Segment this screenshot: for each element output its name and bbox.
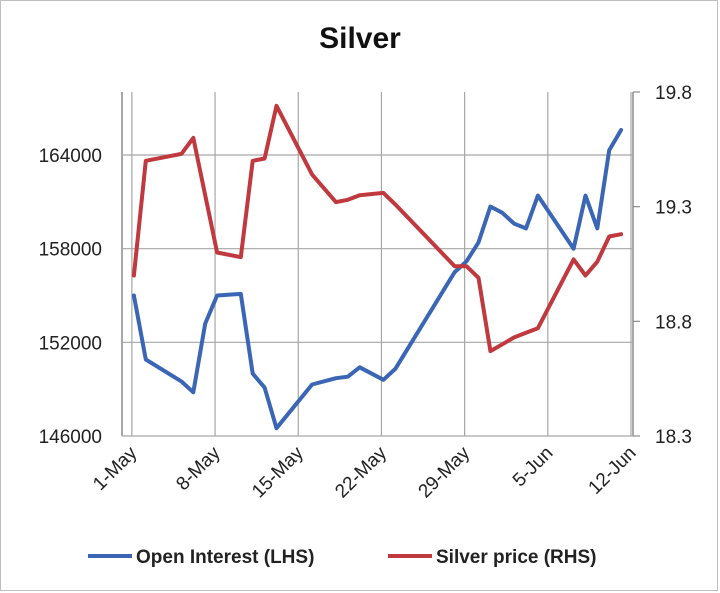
series-line-silver-price [131,103,624,354]
y-left-tick-label: 152000 [39,333,102,354]
x-tick-label: 1-May [89,442,142,495]
series-lines [131,103,624,431]
chart-title: Silver [319,22,401,55]
gridlines [121,92,634,437]
y-right-tick-label: 18.3 [655,427,692,448]
y-left-tick-label: 146000 [39,427,102,448]
y-left-tick-label: 164000 [39,146,102,167]
legend-label: Open Interest (LHS) [136,547,314,568]
y-left-tick-label: 158000 [39,240,102,261]
x-tick-label: 22-May [331,442,391,502]
x-tick-label: 12-Jun [585,443,641,499]
y-right-tick-label: 18.8 [655,312,692,333]
y-right-tick-label: 19.3 [655,198,692,219]
y-axis-left: 146000 152000 158000 164000 [39,146,102,448]
x-axis: 1-May 8-May 15-May 22-May 29-May 5-Jun 12-Jun [89,442,640,502]
legend: Open Interest (LHS) Silver price (RHS) [88,547,597,568]
x-tick-label: 15-May [248,442,308,502]
legend-label: Silver price (RHS) [436,547,597,568]
x-tick-label: 5-Jun [509,443,557,491]
y-axis-right: 18.3 18.8 19.3 19.8 [633,83,692,448]
series-line-open-interest [131,128,624,431]
x-tick-label: 29-May [415,442,475,502]
x-tick-label: 8-May [172,442,225,495]
y-right-tick-label: 19.8 [655,83,692,104]
